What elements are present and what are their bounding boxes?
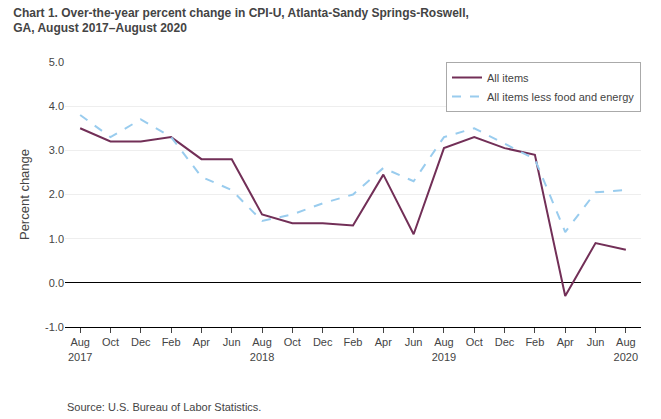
svg-text:Aug2018: Aug2018 — [250, 336, 274, 362]
svg-text:Source: U.S. Bureau of Labor S: Source: U.S. Bureau of Labor Statistics. — [67, 401, 261, 413]
svg-text:3.0: 3.0 — [49, 144, 64, 156]
svg-text:Oct: Oct — [102, 336, 119, 348]
svg-text:Jun: Jun — [587, 336, 605, 348]
svg-text:2.0: 2.0 — [49, 188, 64, 200]
svg-text:Dec: Dec — [313, 336, 333, 348]
svg-text:Oct: Oct — [466, 336, 483, 348]
svg-text:Feb: Feb — [525, 336, 544, 348]
svg-text:Apr: Apr — [557, 336, 574, 348]
svg-text:1.0: 1.0 — [49, 233, 64, 245]
svg-text:Dec: Dec — [131, 336, 151, 348]
svg-text:All items: All items — [487, 72, 529, 84]
svg-text:Percent change: Percent change — [17, 149, 32, 240]
svg-text:4.0: 4.0 — [49, 100, 64, 112]
svg-text:Feb: Feb — [344, 336, 363, 348]
svg-text:0.0: 0.0 — [49, 277, 64, 289]
svg-text:Jun: Jun — [223, 336, 241, 348]
svg-text:Feb: Feb — [162, 336, 181, 348]
svg-text:Apr: Apr — [193, 336, 210, 348]
svg-text:Aug2017: Aug2017 — [68, 336, 92, 362]
svg-text:All items less food and energy: All items less food and energy — [487, 91, 634, 103]
svg-text:Chart 1. Over-the-year percent: Chart 1. Over-the-year percent change in… — [13, 6, 469, 36]
svg-text:Dec: Dec — [495, 336, 515, 348]
svg-text:Aug2020: Aug2020 — [614, 336, 638, 362]
svg-text:Jun: Jun — [405, 336, 423, 348]
svg-text:5.0: 5.0 — [49, 56, 64, 68]
svg-text:Apr: Apr — [375, 336, 392, 348]
svg-text:Oct: Oct — [284, 336, 301, 348]
svg-text:Aug2019: Aug2019 — [432, 336, 456, 362]
svg-text:-1.0: -1.0 — [45, 321, 64, 333]
